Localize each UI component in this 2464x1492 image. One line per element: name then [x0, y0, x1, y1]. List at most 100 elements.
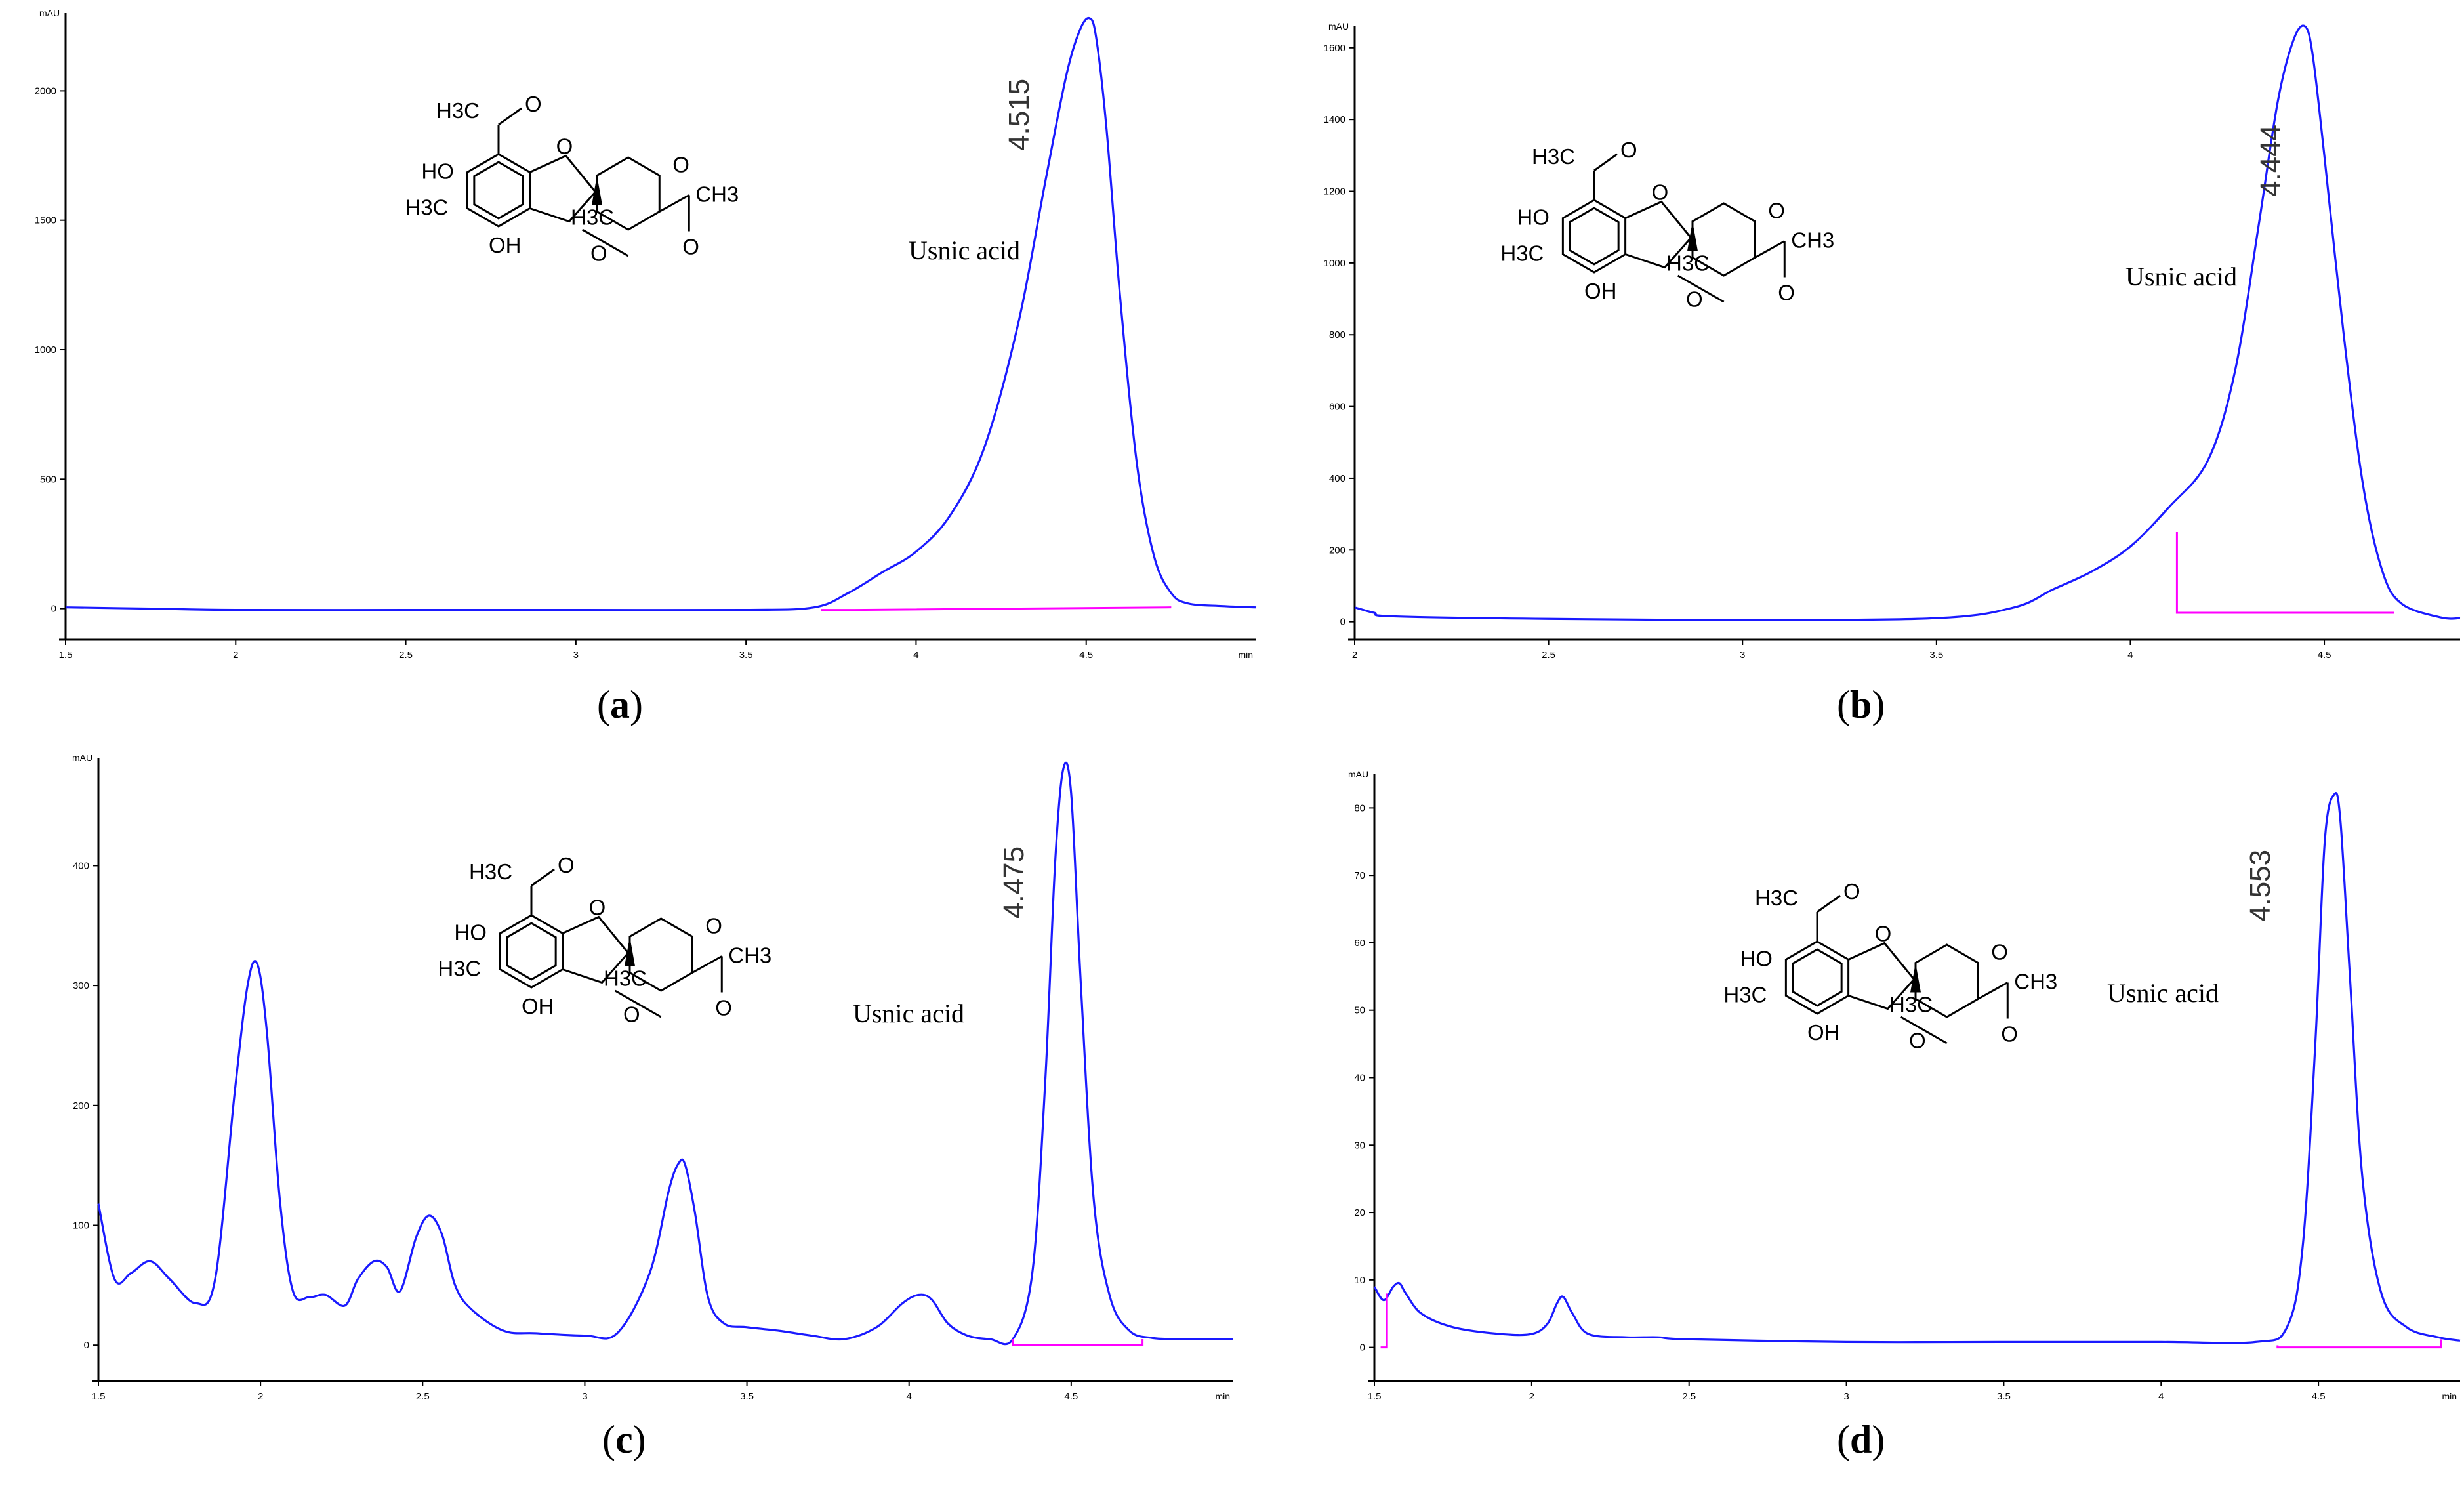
y-tick-label: 100: [73, 1220, 89, 1232]
caption-a-letter: a: [609, 683, 630, 726]
acetyl-o-label: O: [715, 996, 732, 1020]
x-unit-label: min: [1238, 650, 1253, 660]
angular-methyl-label: H3C: [1666, 251, 1710, 276]
chart-c-svg: mAU 0 100 200 300 400 1.5 2 2.5 3 3.5 4 4.5 min 4.475 U…: [72, 753, 1234, 1402]
acetyl-top-label: H3C: [469, 860, 512, 884]
y-tick-label: 400: [1329, 473, 1345, 484]
x-tick-label: 3.5: [740, 1391, 754, 1402]
caption-c-letter: c: [615, 1418, 633, 1461]
integration-baseline: [1012, 1339, 1144, 1346]
x-tick-label: 1.5: [1368, 1391, 1382, 1402]
y-tick-label: 0: [84, 1340, 89, 1351]
oh-label: OH: [489, 233, 522, 257]
acetyl-ch3-label: CH3: [2014, 970, 2057, 994]
x-unit-label: min: [2442, 1391, 2457, 1401]
x-tick-label: 2: [1352, 650, 1357, 661]
y-unit-label: mAU: [1328, 21, 1349, 31]
y-unit-label: mAU: [1348, 769, 1368, 779]
acetyl-o-label: O: [1778, 281, 1795, 305]
compound-label: Usnic acid: [2125, 262, 2237, 291]
x-tick-label: 1.5: [92, 1391, 106, 1402]
acetyl-top-o-label: O: [525, 92, 542, 116]
retention-time-label: 4.444: [2255, 125, 2287, 197]
benzene-ring: [1561, 199, 1627, 274]
x-tick-label: 2.5: [399, 650, 413, 661]
x-tick-label: 3.5: [1997, 1391, 2011, 1402]
x-tick-label: 4.5: [2318, 650, 2331, 661]
y-tick-label: 40: [1354, 1073, 1365, 1084]
x-tick-label: 4: [2158, 1391, 2164, 1402]
ring-o-label: O: [1652, 180, 1669, 205]
x-unit-label: min: [1215, 1391, 1230, 1401]
chart-a-svg: mAU 0 500 1000 1500 2000 1.5 2 2.5 3 3.5 4 4.5 min 4.5…: [35, 8, 1257, 661]
y-tick-label: 1200: [1324, 186, 1345, 197]
benzene-inner-ring: [1569, 207, 1620, 266]
x-tick-label: 2: [258, 1391, 263, 1402]
chromatogram-trace: [1373, 791, 2461, 1344]
y-tick-label: 1000: [35, 344, 56, 356]
x-tick-label: 4: [913, 650, 918, 661]
retention-time-label: 4.475: [998, 846, 1030, 919]
side-acetyl-bond: [1977, 982, 2008, 1000]
acetyl-top-o-label: O: [1620, 138, 1637, 162]
ring-o-label: O: [589, 896, 606, 920]
y-tick-label: 20: [1354, 1207, 1365, 1218]
x-tick-label: 3: [1740, 650, 1745, 661]
lower-ketone-o-label: O: [1686, 287, 1703, 312]
benzene-ring: [499, 914, 564, 989]
y-tick-label: 1400: [1324, 114, 1345, 125]
caption-c: (c): [602, 1418, 646, 1461]
caption-d: (d): [1837, 1418, 1885, 1461]
y-tick-label: 1500: [35, 215, 56, 226]
benzene-inner-ring: [1792, 948, 1843, 1007]
x-tick-label: 3.5: [1929, 650, 1943, 661]
acetyl-co-bond: [498, 107, 522, 126]
oh-label: OH: [1584, 279, 1617, 303]
acetyl-ch3-label: CH3: [1791, 228, 1834, 253]
y-tick-label: 10: [1354, 1275, 1365, 1286]
ring-o-label: O: [556, 135, 573, 159]
acetyl-co-bond: [531, 868, 555, 887]
benzene-ring: [466, 153, 531, 228]
x-tick-label: 2: [1529, 1391, 1534, 1402]
chart-panel-a: mAU 0 500 1000 1500 2000 1.5 2 2.5 3 3.5 4 4.5 min 4.5…: [0, 0, 1266, 661]
ketone-o-label: O: [1991, 940, 2008, 964]
y-unit-label: mAU: [72, 753, 92, 763]
y-tick-label: 80: [1354, 802, 1365, 814]
side-acetyl-bond: [1754, 240, 1785, 259]
angular-methyl-label: H3C: [1889, 993, 1933, 1017]
benzene-inner-ring: [473, 161, 524, 220]
ho-label: HO: [454, 921, 487, 945]
x-tick-label: 4.5: [2312, 1391, 2326, 1402]
chromatogram-trace: [65, 16, 1257, 611]
integration-baseline: [821, 606, 1172, 611]
stereo-wedge: [1687, 221, 1698, 251]
caption-b: (b): [1837, 683, 1885, 726]
stereo-wedge: [625, 936, 635, 966]
x-tick-label: 1.5: [59, 650, 73, 661]
y-tick-label: 30: [1354, 1140, 1365, 1151]
acetyl-co-bond: [1817, 894, 1841, 913]
benzene-ring: [1784, 940, 1850, 1015]
side-acetyl-bond: [659, 194, 689, 213]
chart-panel-d: mAU 0 10 20 30 40 50 60 70 80 1.5 2 2.5 3 3.5 4 4.5 min 4.…: [1279, 748, 2464, 1404]
lower-ketone-bond: [1677, 274, 1725, 303]
lower-ketone-o-label: O: [1909, 1029, 1926, 1053]
y-tick-label: 2000: [35, 85, 56, 96]
compound-label: Usnic acid: [853, 999, 964, 1028]
y-tick-label: 60: [1354, 938, 1365, 949]
chart-d-svg: mAU 0 10 20 30 40 50 60 70 80 1.5 2 2.5 3 3.5 4 4.5 min 4.…: [1348, 769, 2461, 1402]
stereo-wedge: [1910, 963, 1921, 993]
y-tick-label: 1000: [1324, 258, 1345, 269]
integration-baseline: [2276, 1339, 2442, 1349]
compound-label: Usnic acid: [909, 236, 1020, 265]
lower-ketone-o-label: O: [623, 1003, 640, 1027]
ho-label: HO: [421, 159, 454, 184]
ketone-o-label: O: [1768, 199, 1785, 223]
acetyl-ch3-label: CH3: [695, 182, 739, 207]
chart-panel-b: mAU 0 200 400 600 800 1000 1200 1400 1600 2 2.5 3 3.5…: [1279, 0, 2464, 661]
x-tick-label: 2.5: [1682, 1391, 1696, 1402]
methyl-label: H3C: [405, 196, 448, 220]
x-tick-label: 2.5: [1542, 650, 1555, 661]
